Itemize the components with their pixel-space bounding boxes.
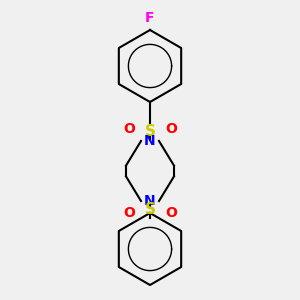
Text: O: O (165, 206, 177, 220)
Text: N: N (144, 194, 156, 208)
Text: S: S (145, 202, 155, 217)
Text: N: N (144, 134, 156, 148)
Text: F: F (145, 11, 155, 25)
Text: S: S (145, 124, 155, 140)
Text: O: O (123, 206, 135, 220)
Text: O: O (123, 122, 135, 136)
Text: O: O (165, 122, 177, 136)
